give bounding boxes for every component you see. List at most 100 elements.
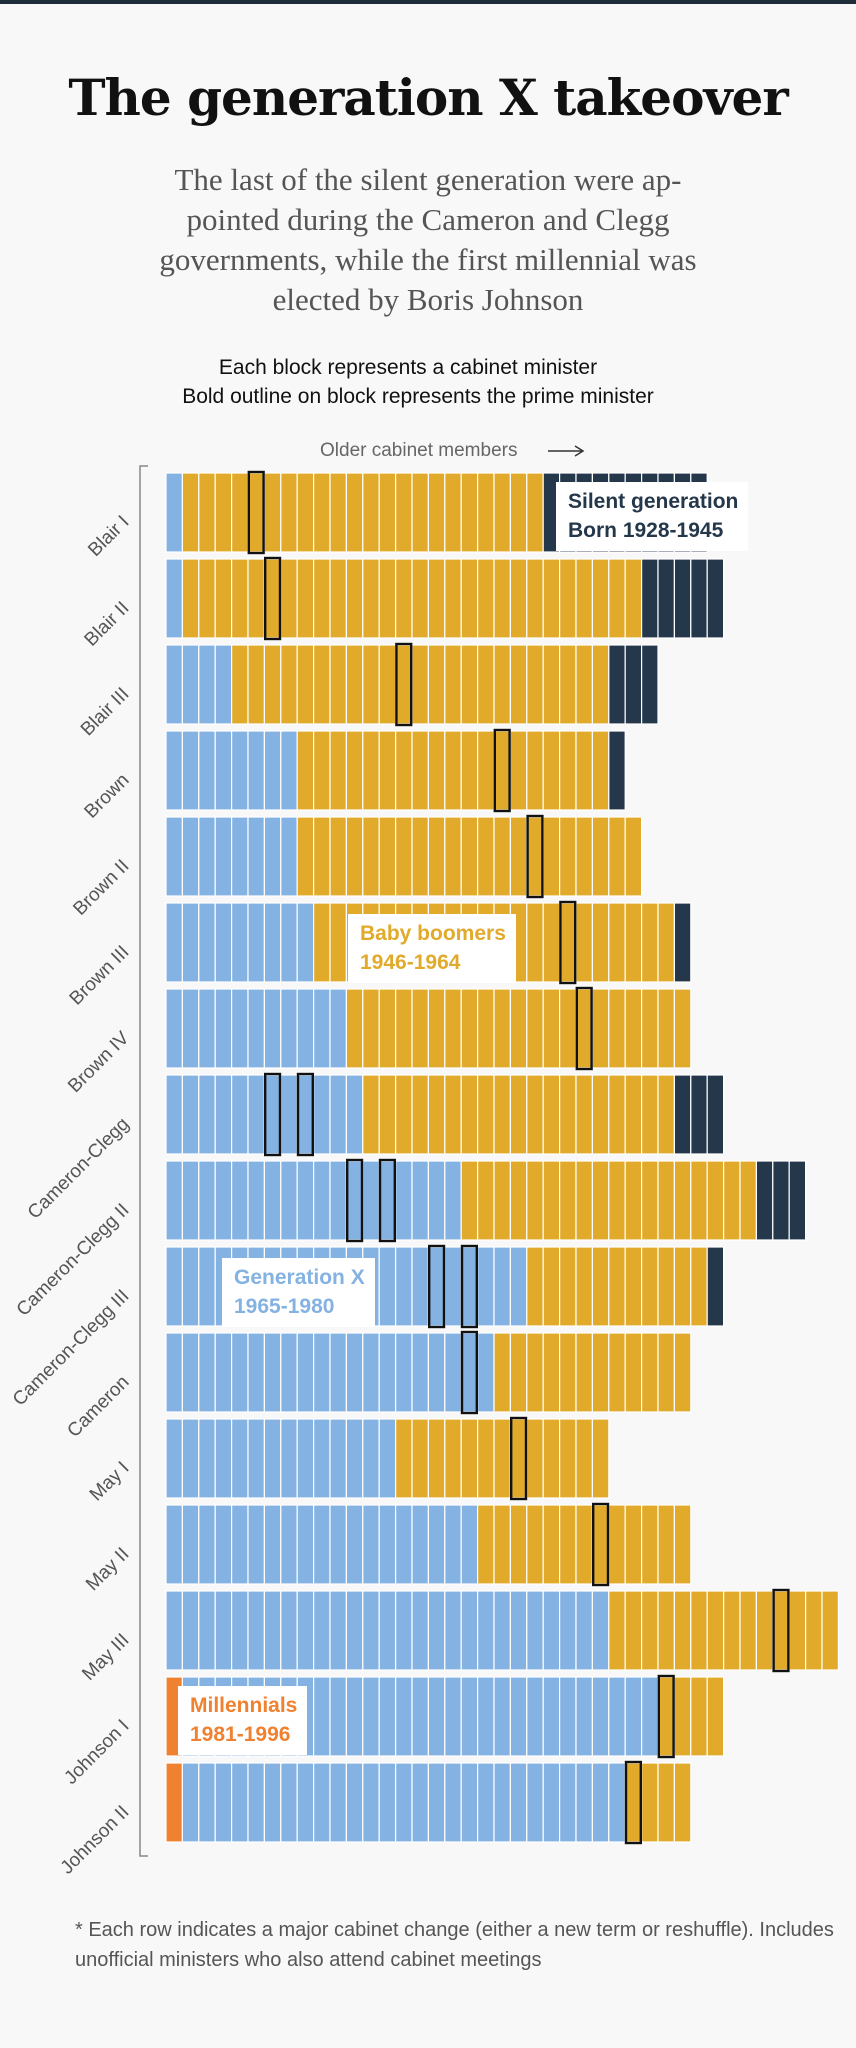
- prime-minister-block: [346, 1158, 364, 1243]
- minister-block: [231, 1074, 249, 1155]
- prime-minister-block: [575, 986, 593, 1071]
- minister-block: [378, 988, 397, 1069]
- minister-block: [673, 988, 692, 1069]
- minister-block: [395, 644, 413, 725]
- minister-block: [477, 1074, 495, 1155]
- minister-block: [624, 1246, 643, 1327]
- minister-block: [657, 1590, 675, 1671]
- minister-block: [263, 472, 282, 553]
- legend-millennials-range: 1981-1996: [190, 1723, 291, 1746]
- minister-block: [477, 644, 495, 725]
- minister-block: [493, 644, 511, 725]
- minister-block: [198, 558, 216, 639]
- prime-minister-block: [624, 1760, 643, 1845]
- minister-block: [313, 1676, 331, 1757]
- minister-block: [378, 816, 397, 897]
- minister-block: [198, 1762, 216, 1843]
- minister-block: [526, 1418, 544, 1499]
- minister-block: [345, 730, 364, 811]
- minister-block: [263, 1160, 282, 1241]
- minister-block: [640, 988, 659, 1069]
- minister-block: [657, 1246, 675, 1327]
- minister-block: [378, 1074, 397, 1155]
- minister-block: [460, 1676, 479, 1757]
- minister-block: [542, 1160, 561, 1241]
- minister-block: [444, 1590, 462, 1671]
- minister-block: [329, 902, 347, 983]
- minister-block: [395, 1160, 413, 1241]
- minister-block: [444, 1074, 462, 1155]
- legend-boomers-name: Baby boomers: [360, 922, 506, 945]
- row-label: Blair I: [84, 512, 133, 561]
- minister-block: [362, 816, 380, 897]
- minister-block: [591, 1504, 610, 1585]
- row-label: Johnson II: [57, 1802, 134, 1879]
- minister-block: [214, 1418, 233, 1499]
- minister-block: [411, 1590, 429, 1671]
- minister-block: [263, 644, 282, 725]
- minister-block: [198, 816, 216, 897]
- minister-block: [690, 558, 708, 639]
- minister-block: [362, 558, 380, 639]
- minister-block: [444, 1504, 462, 1585]
- minister-block: [198, 1074, 216, 1155]
- minister-block: [296, 1504, 315, 1585]
- minister-block: [608, 730, 626, 811]
- minister-block: [395, 1590, 413, 1671]
- minister-block: [214, 1074, 233, 1155]
- minister-block: [427, 730, 446, 811]
- legend-genx-name: Generation X: [234, 1266, 365, 1289]
- minister-block: [395, 1074, 413, 1155]
- minister-block: [673, 1160, 692, 1241]
- minister-block: [247, 558, 265, 639]
- minister-block: [395, 472, 413, 553]
- minister-block: [624, 1676, 643, 1757]
- minister-block: [558, 1332, 577, 1413]
- minister-block: [608, 1676, 626, 1757]
- minister-block: [329, 472, 347, 553]
- minister-block: [165, 902, 183, 983]
- minister-block: [280, 1074, 298, 1155]
- prime-minister-block: [772, 1588, 790, 1673]
- minister-block: [329, 1590, 347, 1671]
- minister-block: [575, 1246, 593, 1327]
- minister-block: [313, 1160, 331, 1241]
- minister-block: [706, 1676, 725, 1757]
- minister-block: [198, 1590, 216, 1671]
- minister-block: [181, 730, 200, 811]
- minister-block: [263, 1074, 282, 1155]
- minister-block: [509, 730, 528, 811]
- minister-block: [640, 1590, 659, 1671]
- minister-block: [313, 988, 331, 1069]
- minister-block: [345, 1332, 364, 1413]
- minister-block: [263, 902, 282, 983]
- legend-silent-range: Born 1928-1945: [568, 519, 724, 542]
- minister-block: [460, 1074, 479, 1155]
- minister-block: [395, 1246, 413, 1327]
- prime-minister-block: [264, 1072, 282, 1157]
- minister-block: [280, 730, 298, 811]
- minister-block: [181, 1762, 200, 1843]
- minister-block: [493, 816, 511, 897]
- minister-block: [313, 472, 331, 553]
- minister-block: [558, 988, 577, 1069]
- minister-block: [509, 1418, 528, 1499]
- prime-minister-block: [296, 1072, 315, 1157]
- minister-block: [591, 1332, 610, 1413]
- minister-block: [460, 558, 479, 639]
- minister-block: [247, 1332, 265, 1413]
- minister-block: [493, 1246, 511, 1327]
- minister-block: [608, 988, 626, 1069]
- minister-block: [624, 902, 643, 983]
- minister-block: [362, 988, 380, 1069]
- minister-block: [608, 902, 626, 983]
- minister-block: [509, 1246, 528, 1327]
- minister-block: [181, 988, 200, 1069]
- minister-block: [657, 1160, 675, 1241]
- legend-silent-name: Silent generation: [568, 490, 739, 513]
- minister-block: [214, 1332, 233, 1413]
- minister-block: [591, 1590, 610, 1671]
- minister-block: [231, 1332, 249, 1413]
- minister-block: [165, 644, 183, 725]
